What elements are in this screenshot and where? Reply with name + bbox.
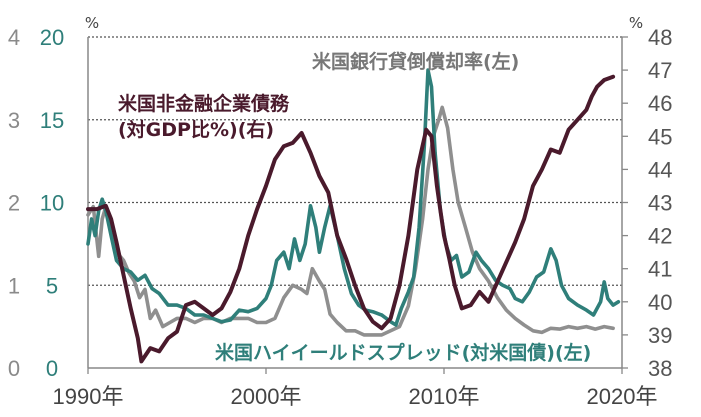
left-inner-tick-label: 5 — [46, 273, 58, 298]
series-label-debt-line1: 米国非金融企業債務 — [118, 92, 290, 115]
right-tick-label: 46 — [648, 91, 672, 116]
series-line-0 — [86, 105, 615, 337]
right-tick-label: 48 — [648, 25, 672, 50]
right-tick-label: 39 — [648, 323, 672, 348]
right-tick-label: 42 — [648, 224, 672, 249]
left-inner-tick-label: 0 — [46, 356, 58, 381]
right-tick-label: 47 — [648, 58, 672, 83]
right-tick-label: 38 — [648, 356, 672, 381]
x-tick-label: 2010年 — [409, 384, 480, 409]
x-tick-label: 2000年 — [231, 384, 302, 409]
left-unit-label: % — [85, 14, 99, 32]
right-tick-label: 45 — [648, 124, 672, 149]
right-unit-label: % — [629, 14, 643, 32]
left-outer-tick-label: 0 — [8, 356, 20, 381]
left-inner-tick-label: 10 — [40, 191, 64, 216]
right-tick-label: 41 — [648, 257, 672, 282]
series-label-debt-line2: (対GDP比%)(右) — [118, 118, 274, 141]
right-tick-label: 40 — [648, 290, 672, 315]
right-tick-label: 44 — [648, 157, 672, 182]
left-outer-tick-label: 1 — [8, 273, 20, 298]
series-label-spread: 米国ハイイールドスプレッド(対米国債)(左) — [215, 341, 591, 364]
series-labels: 米国銀行貸倒償却率(左) 米国非金融企業債務 (対GDP比%)(右) 米国ハイイ… — [118, 50, 591, 364]
x-tick-label: 2020年 — [587, 384, 658, 409]
series-lines — [86, 68, 621, 364]
left-inner-tick-label: 15 — [40, 108, 64, 133]
left-outer-tick-label: 3 — [8, 108, 20, 133]
left-outer-tick-label: 4 — [8, 25, 20, 50]
left-outer-tick-label: 2 — [8, 191, 20, 216]
right-tick-label: 43 — [648, 191, 672, 216]
series-label-chargeoff: 米国銀行貸倒償却率(左) — [312, 50, 519, 73]
left-inner-tick-label: 20 — [40, 25, 64, 50]
gridlines — [88, 36, 622, 286]
x-tick-label: 1990年 — [53, 384, 124, 409]
series-line-2 — [86, 74, 616, 364]
